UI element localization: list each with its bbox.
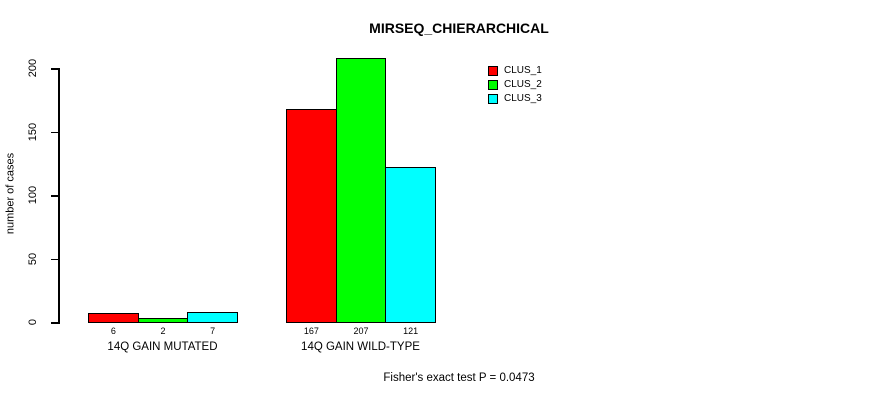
y-axis-tick: [51, 195, 58, 197]
bar-clus_2-group2: [335, 58, 387, 324]
legend-label: CLUS_1: [504, 65, 542, 76]
bar-clus_2-group1: [137, 318, 189, 324]
bar-value-label: 121: [403, 326, 419, 336]
y-axis-tick: [51, 322, 58, 324]
bar-clus_1-group1: [88, 313, 139, 324]
bar-clus_1-group2: [286, 108, 337, 324]
category-label: 14Q GAIN MUTATED: [107, 341, 218, 353]
chart-title: MIRSEQ_CHIERARCHICAL: [369, 20, 549, 36]
y-tick-label: 100: [27, 185, 39, 205]
y-axis-tick: [51, 258, 58, 260]
legend-label: CLUS_2: [504, 79, 542, 90]
bar-value-label: 207: [353, 326, 369, 336]
y-tick-label: 150: [27, 122, 39, 141]
y-axis-tick: [51, 68, 58, 70]
bar-clus_3-group1: [187, 312, 238, 324]
y-axis-tick: [51, 131, 58, 133]
y-axis-line: [58, 68, 60, 324]
bar-value-label: 6: [110, 326, 116, 336]
legend-swatch-clus_2: [488, 80, 498, 90]
legend-item-clus_3: CLUS_3: [488, 92, 542, 106]
legend: CLUS_1 CLUS_2 CLUS_3: [488, 64, 542, 106]
bar-value-label: 167: [303, 326, 319, 336]
y-tick-label: 0: [27, 318, 39, 326]
legend-item-clus_1: CLUS_1: [488, 64, 542, 78]
legend-item-clus_2: CLUS_2: [488, 78, 542, 92]
legend-swatch-clus_1: [488, 66, 498, 76]
y-tick-label: 200: [27, 58, 39, 78]
bar-clus_3-group2: [385, 167, 436, 324]
annotation-fisher-test: Fisher's exact test P = 0.0473: [383, 372, 535, 384]
bar-value-label: 2: [160, 326, 166, 336]
legend-swatch-clus_3: [488, 94, 498, 104]
legend-label: CLUS_3: [504, 93, 542, 104]
bar-value-label: 7: [210, 326, 216, 336]
y-tick-label: 50: [27, 252, 39, 265]
category-label: 14Q GAIN WILD-TYPE: [301, 341, 420, 353]
